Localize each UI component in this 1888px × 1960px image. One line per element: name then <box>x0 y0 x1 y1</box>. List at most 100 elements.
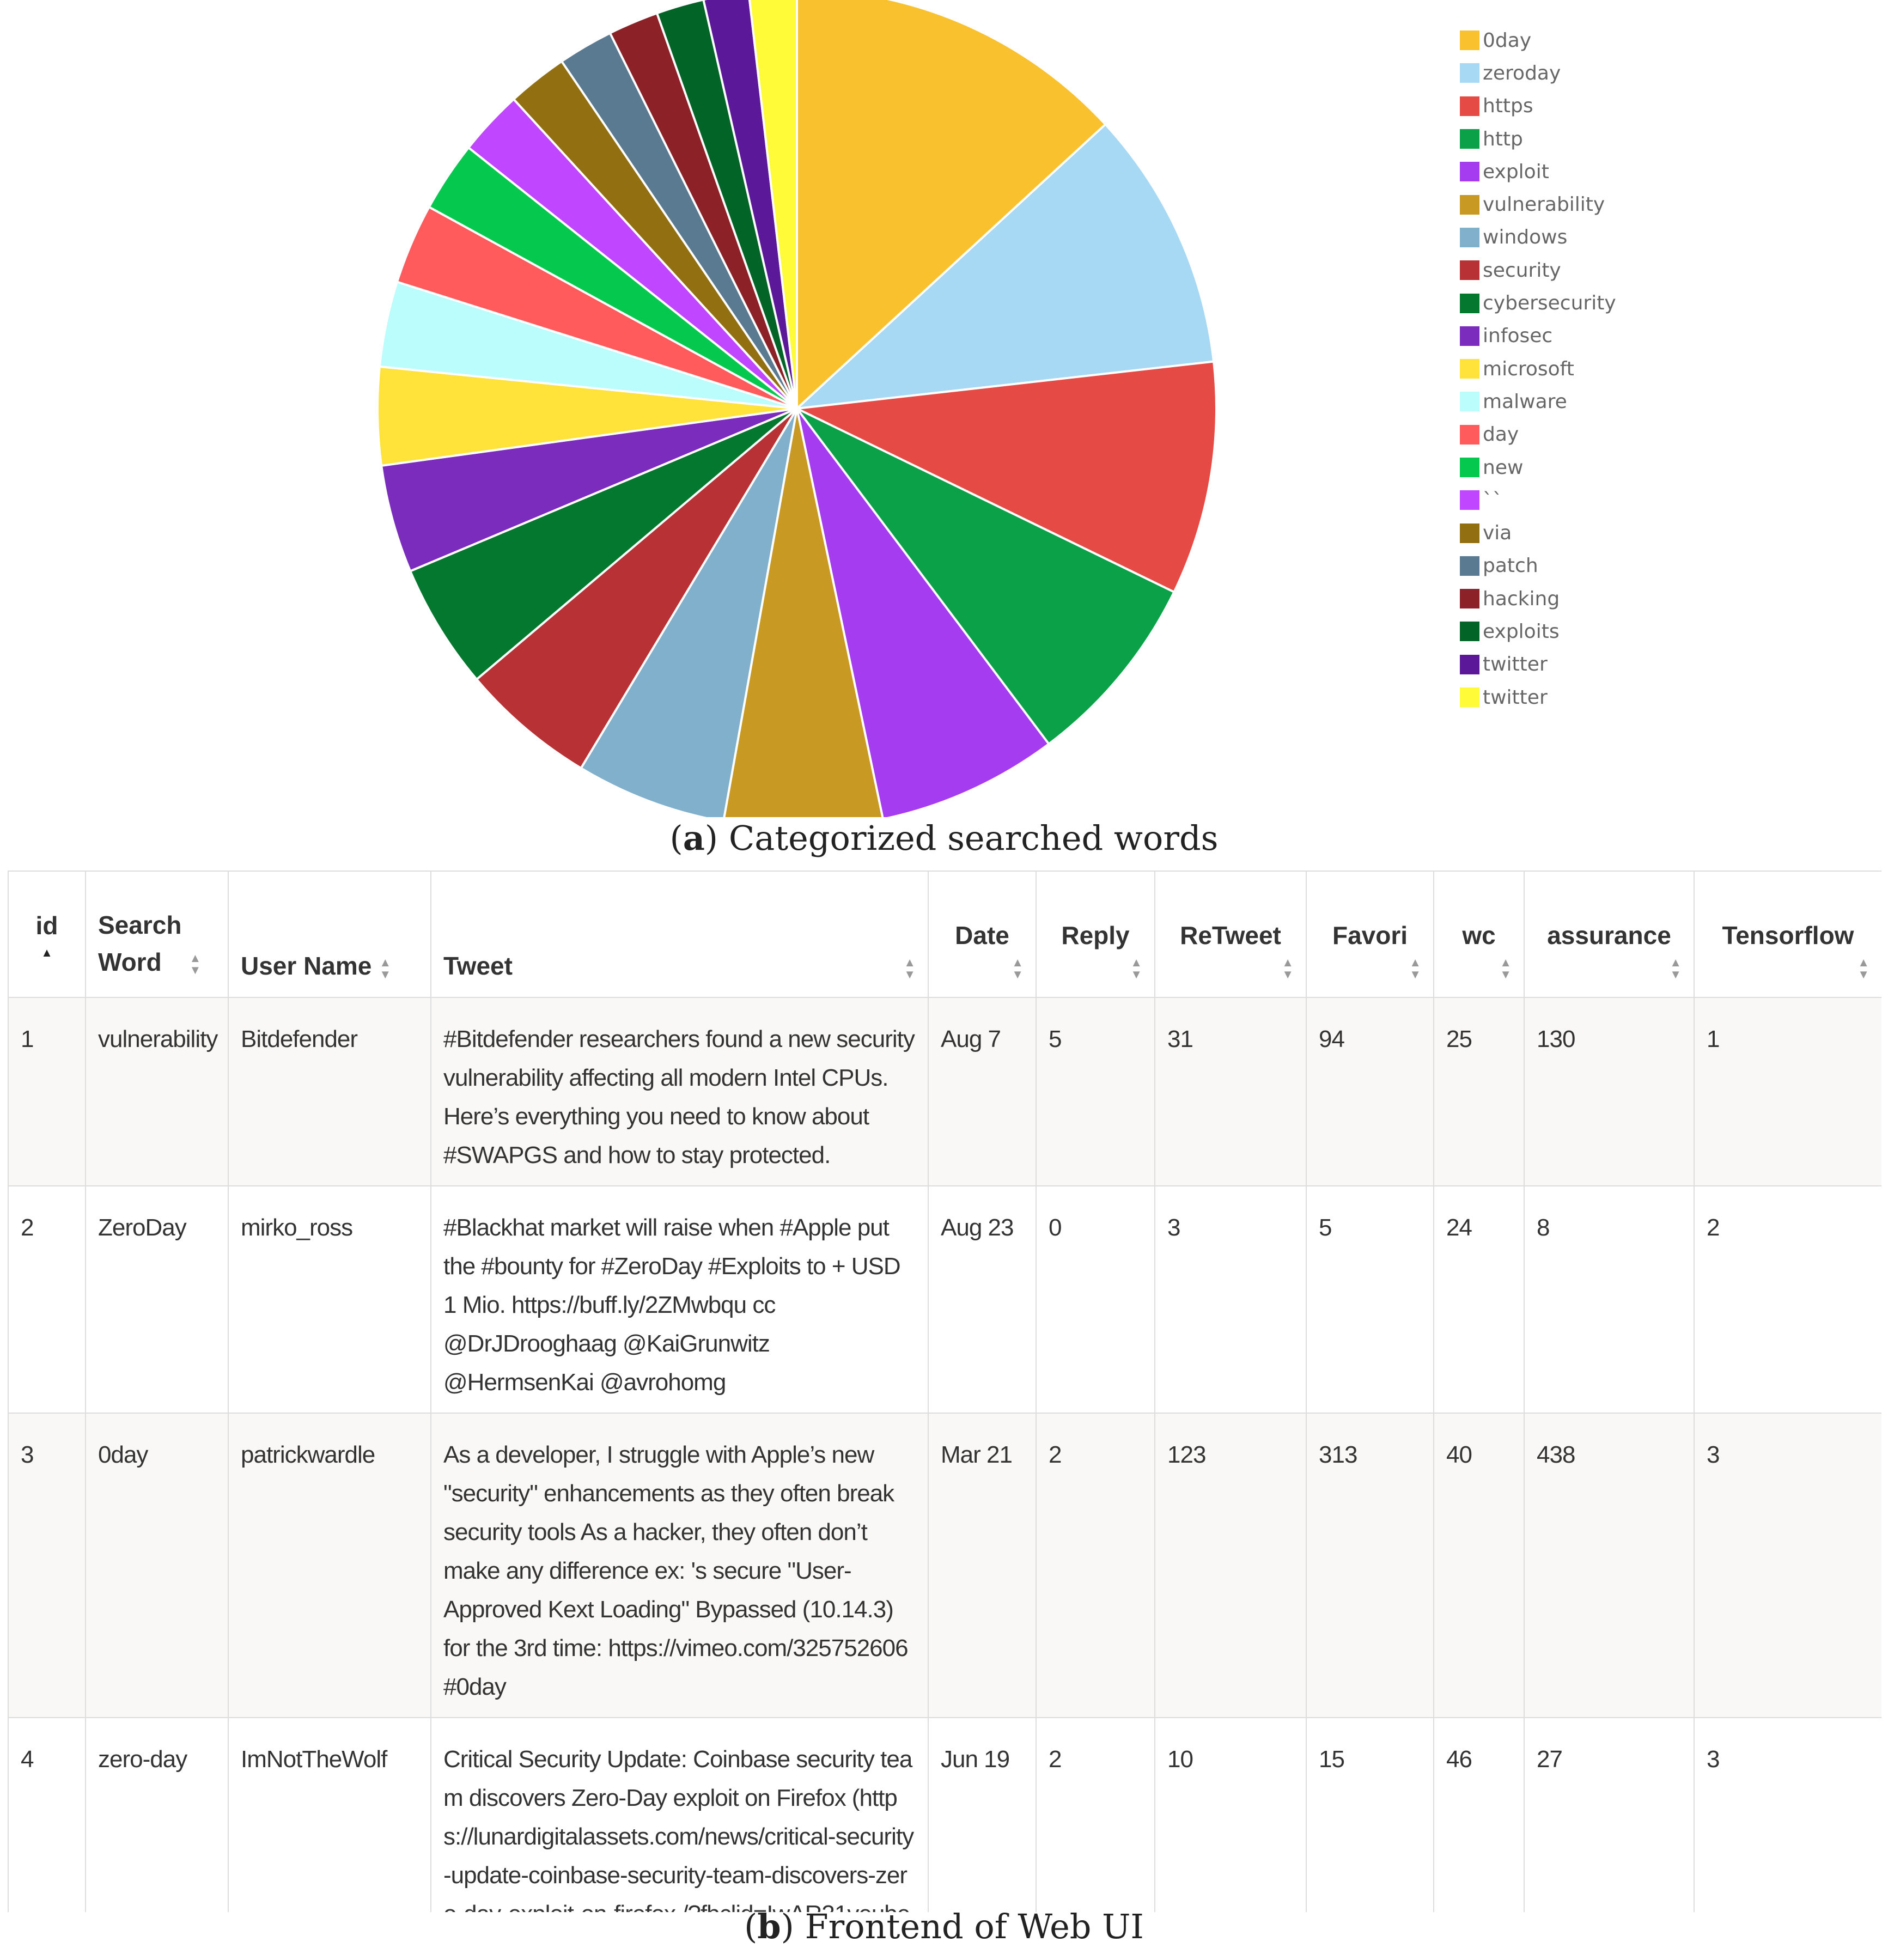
legend-item[interactable]: vulnerability <box>1460 188 1808 221</box>
cell-tweet: Critical Security Update: Coinbase secur… <box>430 1717 929 1912</box>
legend-item[interactable]: malware <box>1460 385 1808 418</box>
legend-label: via <box>1483 522 1512 545</box>
cell-tensorflow: 1 <box>1694 997 1881 1186</box>
legend-swatch <box>1460 622 1479 642</box>
col-header-user-name[interactable]: User Name ▲ ▼ <box>228 871 431 998</box>
col-header-date[interactable]: Date ▲ ▼ <box>928 871 1037 998</box>
col-header-search-word-label-2: Word <box>98 948 162 976</box>
pie-slice-0day-0[interactable] <box>796 0 1107 411</box>
legend-item[interactable]: zeroday <box>1460 57 1808 89</box>
pie-slice-exploit-4[interactable] <box>796 407 1051 817</box>
pie-slice-cybersecurity-8[interactable] <box>409 407 798 681</box>
sort-icon[interactable]: ▲ ▼ <box>904 955 916 981</box>
legend-swatch <box>1460 523 1479 543</box>
caption-a: (a) Categorized searched words <box>669 818 1219 858</box>
legend-item[interactable]: twitter <box>1460 648 1808 681</box>
cell-search-word: vulnerability <box>85 997 229 1186</box>
pie-slice-windows-6[interactable] <box>579 407 798 817</box>
sort-icon[interactable]: ▲ ▼ <box>1500 955 1512 981</box>
table-row[interactable]: 1 vulnerability Bitdefender #Bitdefender… <box>8 997 1881 1186</box>
table-row[interactable]: 4 zero-day ImNotTheWolf Critical Securit… <box>8 1717 1881 1912</box>
pie-slice-zeroday-1[interactable] <box>794 123 1215 410</box>
legend-label: exploits <box>1483 620 1560 643</box>
col-header-date-label: Date <box>955 921 1009 949</box>
cell-favori: 94 <box>1306 997 1434 1186</box>
pie-slice-security-7[interactable] <box>475 407 798 770</box>
col-header-search-word[interactable]: Search Word ▲ ▼ <box>85 871 229 998</box>
legend-swatch <box>1460 589 1479 609</box>
col-header-search-word-label-1: Search <box>98 911 182 939</box>
legend-item[interactable]: hacking <box>1460 582 1808 615</box>
legend-label: new <box>1483 456 1524 479</box>
legend-label: vulnerability <box>1483 193 1605 216</box>
sort-icon[interactable]: ▲ ▼ <box>1130 955 1142 981</box>
col-header-user-name-label: User Name <box>241 952 372 980</box>
col-header-tensorflow[interactable]: Tensorflow ▲ ▼ <box>1694 871 1881 998</box>
table-row[interactable]: 2 ZeroDay mirko_ross #Blackhat market wi… <box>8 1185 1881 1414</box>
col-header-favori[interactable]: Favori ▲ ▼ <box>1306 871 1434 998</box>
legend-item[interactable]: new <box>1460 451 1808 484</box>
sort-icon[interactable]: ▲ ▼ <box>1012 955 1024 981</box>
sort-icon[interactable]: ▲ ▼ <box>189 951 202 977</box>
legend-item[interactable]: microsoft <box>1460 352 1808 385</box>
legend-swatch <box>1460 490 1479 510</box>
col-header-tweet[interactable]: Tweet ▲ ▼ <box>430 871 929 998</box>
legend-label: microsoft <box>1483 357 1574 380</box>
legend-item[interactable]: via <box>1460 516 1808 549</box>
cell-tensorflow: 2 <box>1694 1185 1881 1414</box>
sort-icon[interactable]: ▲ ▼ <box>1282 955 1294 981</box>
cell-favori: 5 <box>1306 1185 1434 1414</box>
cell-user-name: Bitdefender <box>228 997 431 1186</box>
legend-item[interactable]: 0day <box>1460 24 1808 57</box>
legend-item[interactable]: http <box>1460 123 1808 155</box>
pie-slice-twitter-20[interactable] <box>748 0 798 409</box>
pie-slice-https-2[interactable] <box>793 360 1217 594</box>
cell-date: Jun 19 <box>928 1717 1037 1912</box>
table-row[interactable]: 3 0day patrickwardle As a developer, I s… <box>8 1413 1881 1718</box>
legend-label: exploit <box>1483 160 1549 183</box>
legend-item[interactable]: windows <box>1460 221 1808 254</box>
legend-swatch <box>1460 96 1479 116</box>
pie-slice-infosec-9[interactable] <box>380 407 797 573</box>
sort-icon[interactable]: ▲ ▼ <box>1670 955 1682 981</box>
legend-item[interactable]: day <box>1460 418 1808 451</box>
pie-slice-http-3[interactable] <box>796 407 1176 746</box>
pie-slice-exploits-18[interactable] <box>655 0 798 409</box>
legend-item[interactable]: security <box>1460 254 1808 287</box>
col-header-retweet[interactable]: ReTweet ▲ ▼ <box>1154 871 1307 998</box>
legend-item[interactable]: exploits <box>1460 615 1808 648</box>
col-header-id[interactable]: id ▲ <box>8 871 86 998</box>
legend-label: patch <box>1483 555 1538 577</box>
legend-swatch <box>1460 260 1479 281</box>
legend-label: cybersecurity <box>1483 292 1616 315</box>
pie-slice-twitter-19[interactable] <box>702 0 798 409</box>
cell-id: 3 <box>8 1413 86 1718</box>
sort-icon[interactable]: ▲ ▼ <box>379 955 392 981</box>
legend-item[interactable]: exploit <box>1460 155 1808 188</box>
legend-item[interactable]: cybersecurity <box>1460 287 1808 319</box>
legend-swatch <box>1460 458 1479 477</box>
cell-reply: 0 <box>1036 1185 1155 1414</box>
sort-icon[interactable]: ▲ ▼ <box>1857 955 1869 981</box>
legend-swatch <box>1460 162 1479 182</box>
col-header-tensorflow-label: Tensorflow <box>1722 921 1854 949</box>
legend-label: zeroday <box>1483 62 1561 84</box>
sort-asc-icon[interactable]: ▲ <box>41 946 53 959</box>
legend-label: twitter <box>1483 653 1548 676</box>
col-header-assurance[interactable]: assurance ▲ ▼ <box>1524 871 1695 998</box>
col-header-reply[interactable]: Reply ▲ ▼ <box>1036 871 1155 998</box>
legend-swatch <box>1460 227 1479 247</box>
legend-item[interactable]: patch <box>1460 550 1808 582</box>
legend-item[interactable]: twitter <box>1460 681 1808 714</box>
legend-item[interactable]: `` <box>1460 484 1808 516</box>
caption-b-letter: b <box>757 1907 781 1946</box>
col-header-wc[interactable]: wc ▲ ▼ <box>1433 871 1525 998</box>
legend-item[interactable]: https <box>1460 90 1808 123</box>
sort-icon[interactable]: ▲ ▼ <box>1409 955 1421 981</box>
legend-item[interactable]: infosec <box>1460 320 1808 352</box>
col-header-id-label: id <box>35 911 58 940</box>
pie-chart <box>376 0 1217 817</box>
legend-label: http <box>1483 127 1523 150</box>
cell-retweet: 3 <box>1154 1185 1307 1414</box>
pie-slice-vulnerability-5[interactable] <box>723 408 884 817</box>
